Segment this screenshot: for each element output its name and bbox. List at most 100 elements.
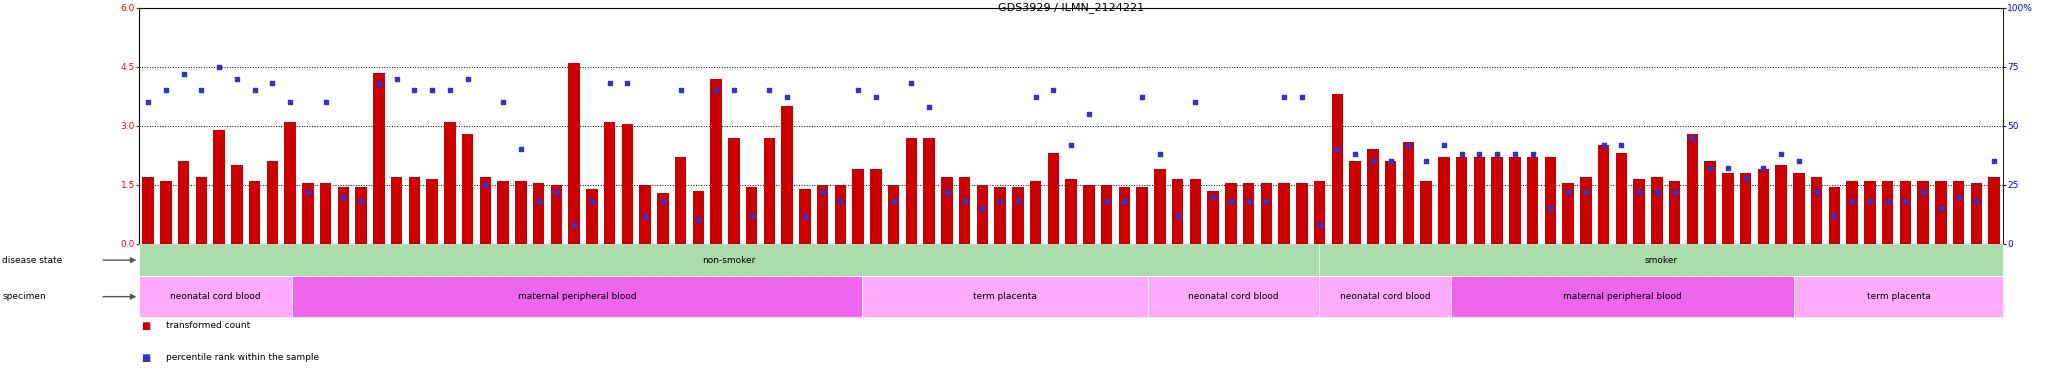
Bar <box>1452 276 1794 317</box>
Bar <box>764 137 774 244</box>
Bar <box>319 183 332 244</box>
Point <box>807 189 840 195</box>
Point <box>1978 158 2011 164</box>
Point <box>397 87 430 93</box>
Bar <box>479 177 492 244</box>
Point <box>983 198 1016 204</box>
Text: neonatal cord blood: neonatal cord blood <box>170 292 260 301</box>
Point <box>948 198 981 204</box>
Point <box>664 87 696 93</box>
Point <box>1374 158 1407 164</box>
Point <box>1321 146 1354 152</box>
Point <box>895 80 928 86</box>
Bar <box>551 185 561 244</box>
Point <box>1161 212 1194 218</box>
Bar <box>1208 191 1219 244</box>
Bar <box>1350 161 1360 244</box>
Bar <box>1137 187 1147 244</box>
Point <box>1907 189 1939 195</box>
Bar <box>285 122 295 244</box>
Point <box>1090 198 1122 204</box>
Point <box>913 104 946 110</box>
Point <box>256 80 289 86</box>
Bar <box>1475 157 1485 244</box>
Point <box>309 99 342 105</box>
Point <box>1587 142 1620 148</box>
Bar <box>139 244 1319 276</box>
Point <box>184 87 217 93</box>
Point <box>1446 151 1479 157</box>
Bar <box>197 177 207 244</box>
Bar <box>1688 134 1698 244</box>
Bar <box>266 161 279 244</box>
Bar <box>995 187 1006 244</box>
Bar <box>1262 183 1272 244</box>
Bar <box>1901 181 1911 244</box>
Bar <box>1794 276 2003 317</box>
Bar <box>1954 181 1964 244</box>
Point <box>1499 151 1532 157</box>
Bar <box>639 185 651 244</box>
Bar <box>1491 157 1503 244</box>
Bar <box>391 177 401 244</box>
Point <box>1606 142 1638 148</box>
Bar <box>782 106 793 244</box>
Bar <box>1669 181 1679 244</box>
Point <box>682 217 715 223</box>
Point <box>594 80 627 86</box>
Point <box>1872 198 1905 204</box>
Point <box>967 205 999 212</box>
Bar <box>410 177 420 244</box>
Bar <box>1278 183 1290 244</box>
Bar <box>977 185 987 244</box>
Point <box>629 212 662 218</box>
Bar <box>1882 181 1892 244</box>
Bar <box>1634 179 1645 244</box>
Text: disease state: disease state <box>2 256 61 265</box>
Bar <box>1722 173 1733 244</box>
Point <box>381 76 414 82</box>
Bar <box>862 276 1147 317</box>
Bar <box>623 124 633 244</box>
Bar <box>1319 276 1452 317</box>
Bar <box>924 137 934 244</box>
Point <box>1835 198 1868 204</box>
Point <box>541 189 573 195</box>
Point <box>1073 111 1106 117</box>
Bar <box>498 181 508 244</box>
Point <box>469 182 502 188</box>
Text: neonatal cord blood: neonatal cord blood <box>1188 292 1278 301</box>
Point <box>487 99 520 105</box>
Point <box>274 99 307 105</box>
Point <box>1819 212 1851 218</box>
Point <box>238 87 270 93</box>
Bar <box>1544 157 1556 244</box>
Point <box>150 87 182 93</box>
Bar <box>1315 181 1325 244</box>
Bar <box>604 122 614 244</box>
Bar <box>1810 177 1823 244</box>
Point <box>362 80 395 86</box>
Point <box>860 94 893 101</box>
Bar <box>1704 161 1716 244</box>
Point <box>434 87 467 93</box>
Bar <box>569 63 580 244</box>
Point <box>1747 165 1780 171</box>
Point <box>1020 94 1053 101</box>
Text: GDS3929 / ILMN_2124221: GDS3929 / ILMN_2124221 <box>997 2 1145 13</box>
Bar <box>463 134 473 244</box>
Bar <box>676 157 686 244</box>
Bar <box>516 181 526 244</box>
Point <box>203 64 236 70</box>
Text: transformed count: transformed count <box>166 321 250 329</box>
Bar <box>1102 185 1112 244</box>
Point <box>557 222 590 228</box>
Point <box>1108 198 1141 204</box>
Point <box>1640 189 1673 195</box>
Point <box>1249 198 1282 204</box>
Point <box>1303 222 1335 228</box>
Bar <box>889 185 899 244</box>
Bar <box>817 185 827 244</box>
Point <box>1765 151 1798 157</box>
Bar <box>426 179 438 244</box>
